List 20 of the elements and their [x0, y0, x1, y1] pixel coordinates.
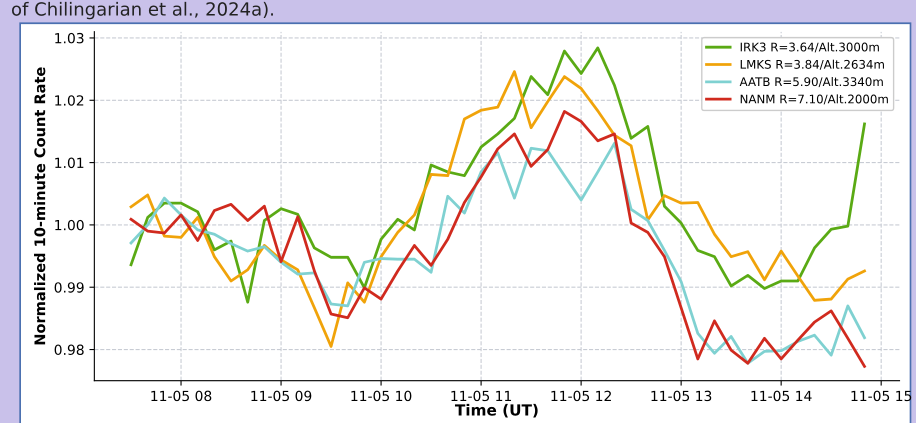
x-tick-label: 11-05 10 — [351, 390, 412, 402]
legend-label: IRK3 R=3.64/Alt.3000m — [740, 42, 879, 52]
x-tick-label: 11-05 11 — [451, 390, 512, 402]
y-tick-label: 1.03 — [55, 32, 84, 44]
y-tick-label: 1.01 — [55, 158, 84, 168]
x-axis-title: Time (UT) — [454, 404, 538, 418]
legend-label: LMKS R=3.84/Alt.2634m — [740, 60, 884, 70]
x-tick-label: 11-05 12 — [551, 390, 611, 402]
y-tick-label: 1.02 — [55, 95, 84, 106]
y-axis-title: Normalized 10-minute Count Rate — [34, 67, 46, 344]
x-tick-label: 11-05 08 — [151, 390, 212, 402]
x-tick-label: 11-05 09 — [251, 390, 312, 402]
legend-label: AATB R=5.90/Alt.3340m — [740, 77, 883, 88]
legend-label: NANM R=7.10/Alt.2000m — [740, 94, 888, 104]
y-tick-label: 1.00 — [55, 220, 84, 230]
x-tick-label: 11-05 14 — [751, 390, 812, 402]
text: of Chilingarian et al., 2024a). — [12, 2, 273, 20]
x-tick-label: 11-05 13 — [651, 390, 712, 402]
y-tick-label: 0.98 — [54, 344, 84, 356]
y-tick-label: 0.99 — [54, 282, 84, 293]
